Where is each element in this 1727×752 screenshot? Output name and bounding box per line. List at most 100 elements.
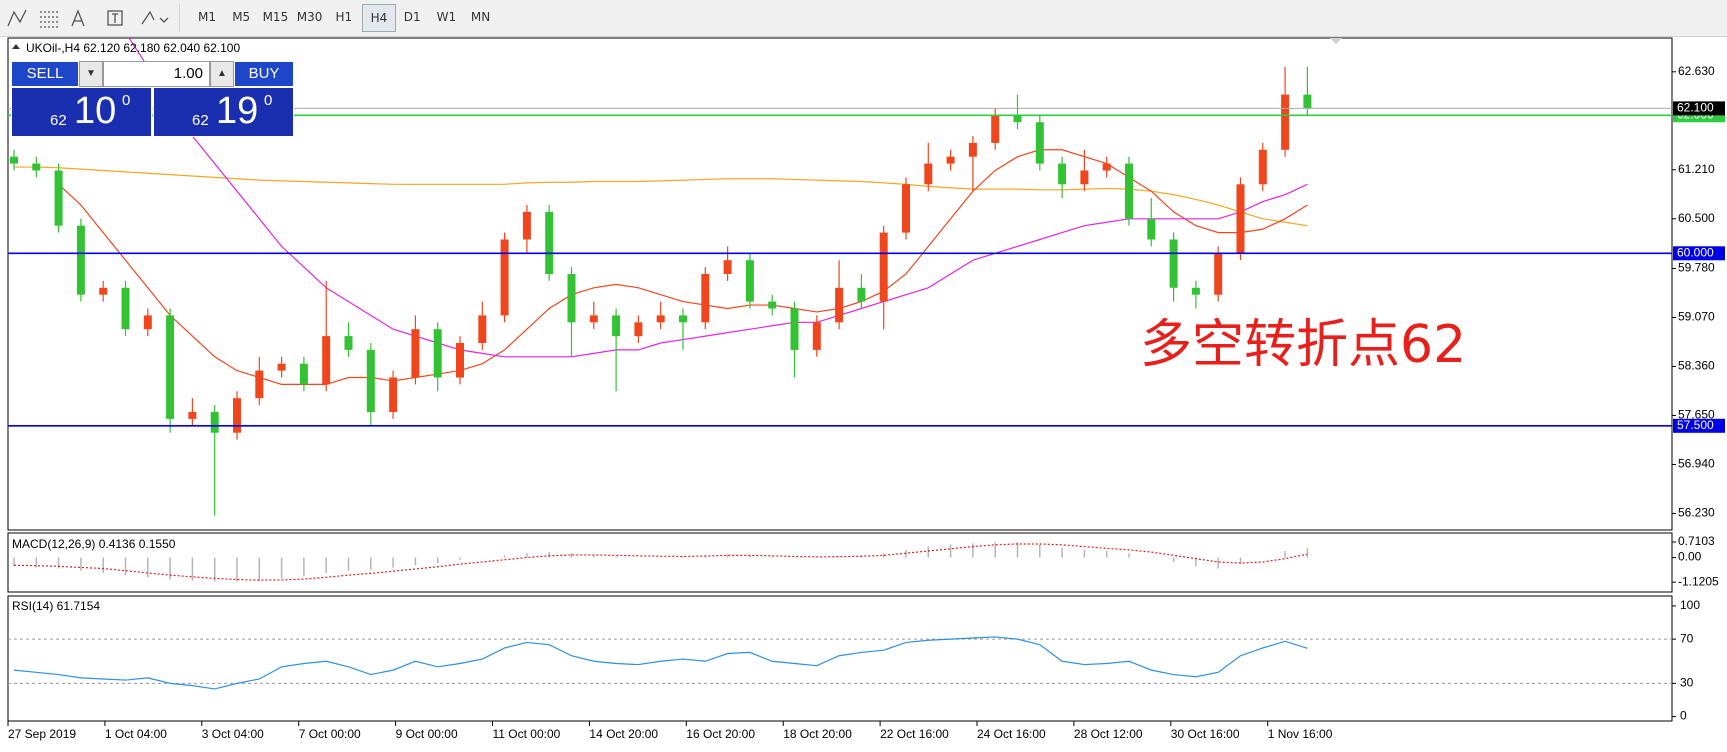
x-tick-label: 16 Oct 20:00: [686, 727, 755, 741]
period-button[interactable]: W1: [436, 10, 457, 24]
candle-body: [344, 336, 353, 350]
ask-box[interactable]: 62 19 0: [153, 87, 294, 137]
candle-body: [1147, 218, 1156, 240]
candle-body: [233, 398, 241, 433]
period-button[interactable]: M5: [232, 10, 251, 24]
candle-body: [1169, 239, 1178, 288]
y-tick-label: 59.070: [1678, 310, 1715, 324]
icon-label-t: [112, 13, 118, 23]
candle-body: [968, 142, 977, 157]
toolbar-icons: [7, 4, 180, 32]
moving-average: [58, 149, 1308, 386]
lot-input[interactable]: 1.00: [103, 61, 210, 87]
candle-body: [589, 315, 598, 323]
candle-body: [1102, 163, 1111, 171]
x-tick-label: 28 Oct 12:00: [1074, 727, 1143, 741]
period-button[interactable]: M15: [262, 10, 289, 24]
x-tick-label: 9 Oct 00:00: [396, 727, 458, 741]
ask-big: 62: [192, 112, 209, 129]
icon-crosshair[interactable]: [7, 9, 27, 27]
y-tick-label: 57.650: [1678, 408, 1715, 422]
y-tick-label: 0.00: [1678, 550, 1702, 564]
rsi-header: RSI(14) 61.7154: [12, 599, 100, 613]
icon-arrows[interactable]: [141, 10, 169, 25]
period-button[interactable]: H4: [362, 4, 396, 32]
candle-body: [991, 115, 1000, 143]
candle-body: [500, 239, 509, 316]
candle-body: [277, 363, 286, 371]
y-tick-label: 0.7103: [1678, 534, 1715, 548]
shift-marker: [1330, 38, 1342, 44]
ask-sup: 0: [264, 92, 273, 109]
x-tick-label: 18 Oct 20:00: [783, 727, 852, 741]
sell-button[interactable]: SELL: [11, 61, 79, 87]
candle-body: [54, 170, 63, 226]
candle-body: [366, 349, 375, 413]
icon-label[interactable]: [107, 10, 123, 26]
icon-fibo[interactable]: [40, 11, 58, 28]
ask-main: 19: [216, 90, 259, 132]
period-button[interactable]: M1: [198, 10, 216, 24]
candle-body: [1058, 163, 1067, 185]
last-price-bg: [1673, 101, 1725, 116]
x-tick-label: 1 Oct 04:00: [105, 727, 167, 741]
candle-body: [10, 156, 18, 164]
x-tick-label: 14 Oct 20:00: [589, 727, 658, 741]
candle-body: [768, 301, 777, 309]
symbol-header: UKOil-,H4 62.120 62.180 62.040 62.100: [26, 41, 240, 55]
candle-body: [210, 412, 219, 433]
level-label-bg: [1673, 418, 1725, 433]
period-button[interactable]: H1: [335, 10, 353, 24]
y-tick-label: -1.1205: [1678, 574, 1719, 588]
candle-body: [522, 211, 531, 240]
candle-body: [701, 273, 710, 323]
candle-body: [411, 329, 420, 378]
bid-main: 10: [74, 90, 117, 132]
level-label-bg: [1673, 246, 1725, 261]
candle-body: [679, 315, 687, 323]
period-button[interactable]: M30: [296, 10, 323, 24]
period-button[interactable]: MN: [470, 10, 491, 24]
candle-body: [545, 211, 554, 274]
candle-body: [433, 329, 442, 378]
y-tick-label: 30: [1680, 676, 1694, 690]
candle-body: [924, 163, 933, 185]
lot-up[interactable]: ▲: [210, 61, 234, 87]
candle-body: [857, 287, 866, 302]
bid-box[interactable]: 62 10 0: [11, 87, 152, 137]
bid-big: 62: [50, 112, 67, 129]
toolbar: M1 M5 M15 M30 H1 H4 D1 W1 MN: [0, 0, 1727, 37]
y-tick-label: 56.230: [1678, 506, 1715, 520]
candle-body: [723, 260, 732, 274]
rsi-panel: [7, 595, 1673, 722]
candle-body: [879, 232, 888, 302]
buy-button[interactable]: BUY: [234, 61, 294, 87]
lot-down[interactable]: ▼: [79, 61, 103, 87]
icon-text[interactable]: [71, 9, 85, 27]
candle-body: [143, 315, 152, 330]
bid-sup: 0: [122, 92, 131, 109]
x-tick-label: 3 Oct 04:00: [202, 727, 264, 741]
candle-body: [389, 377, 398, 413]
level-label: 57.500: [1677, 418, 1714, 432]
candle-body: [322, 336, 331, 385]
candle-body: [812, 322, 821, 350]
collapse-icon[interactable]: [12, 44, 20, 49]
period-button[interactable]: D1: [403, 10, 421, 24]
y-tick-label: 59.780: [1678, 261, 1715, 275]
y-tick-label: 62.630: [1678, 64, 1715, 78]
x-tick-label: 24 Oct 16:00: [977, 727, 1046, 741]
candle-body: [1125, 163, 1133, 219]
candle-body: [902, 184, 910, 233]
trade-panel: SELL ▼ 1.00 ▲ BUY 62 10 0 62 19 0: [11, 61, 294, 137]
x-tick-label: 27 Sep 2019: [8, 727, 76, 741]
level-label: 60.000: [1677, 245, 1714, 259]
candle-body: [1281, 94, 1290, 150]
candle-body: [1236, 184, 1245, 254]
candle-body: [745, 260, 754, 302]
candle-body: [612, 315, 621, 337]
candle-body: [567, 273, 576, 323]
candle-body: [478, 315, 487, 343]
candle-body: [1303, 94, 1312, 109]
